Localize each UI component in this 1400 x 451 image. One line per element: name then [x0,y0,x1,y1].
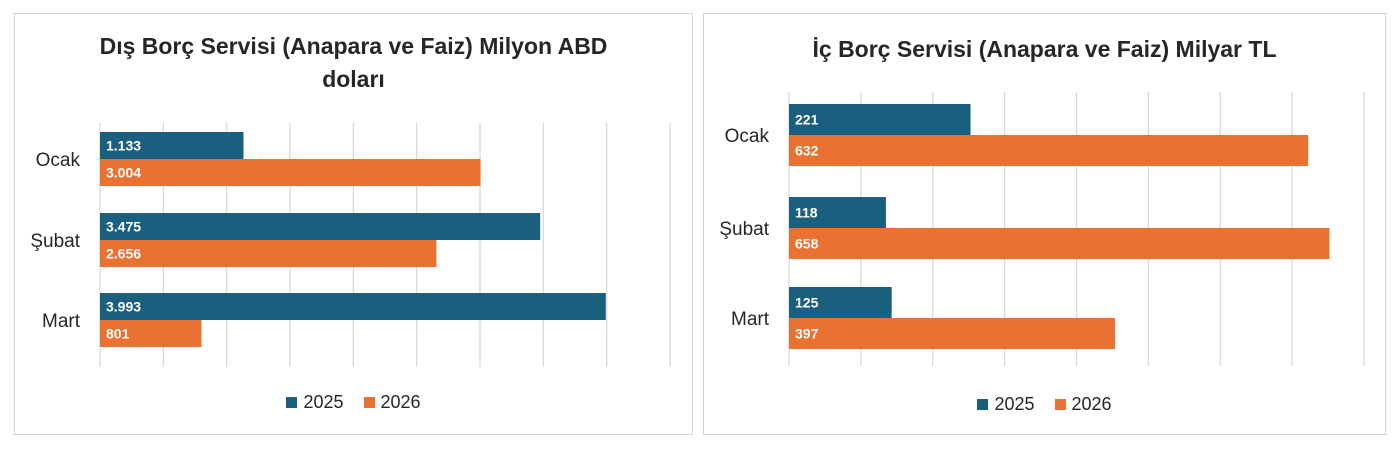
data-label: 3.475 [106,219,141,235]
data-label: 221 [795,112,819,128]
bar-2026-ocak [789,135,1309,166]
bar-2025-şubat [789,197,886,228]
data-label: 632 [795,143,819,159]
data-label: 1.133 [106,138,141,154]
category-label: Şubat [30,231,80,252]
legend-item-2025: 2025 [286,392,344,413]
bar-2025-mart [789,287,892,318]
bar-2025-ocak [789,104,971,135]
data-label: 3.004 [106,165,141,181]
chart-plot-internal-debt: 221 632 Ocak 118 658 Şubat 125 397 Mart [719,92,1365,366]
data-label: 658 [795,236,819,252]
bar-2026-mart [100,320,202,347]
bar-2025-mart [100,293,606,320]
legend-swatch-2026 [1054,399,1066,410]
category-label: Ocak [725,126,770,147]
chart-title: Dış Borç Servisi (Anapara ve Faiz) Milyo… [99,33,608,92]
category-label: Ocak [36,150,81,171]
data-label: 397 [795,326,819,342]
legend-item-2025: 2025 [977,394,1035,415]
legend-label-2026: 2026 [1071,394,1112,414]
legend-swatch-2025 [977,399,989,410]
chart-plot-external-debt: 1.133 3.004 Ocak 3.475 2.656 Şubat 3.993 801 Mar… [30,123,671,367]
chart-legend: 2025 2026 [704,394,1385,415]
data-label: 3.993 [106,299,141,315]
legend-label-2025: 2025 [994,394,1035,414]
chart-title: İç Borç Servisi (Anapara ve Faiz) Milyar… [812,36,1277,62]
legend-swatch-2026 [363,397,375,408]
data-label: 801 [106,326,130,342]
legend-label-2026: 2026 [380,392,421,412]
category-label: Mart [731,309,770,330]
legend-item-2026: 2026 [1054,394,1112,415]
bar-2026-şubat [100,240,437,267]
bar-2026-ocak [100,159,481,186]
bar-2025-ocak [100,132,244,159]
legend-item-2026: 2026 [363,392,421,413]
chart-panel-internal-debt: İç Borç Servisi (Anapara ve Faiz) Milyar… [703,13,1386,435]
data-label: 2.656 [106,246,141,262]
category-label: Mart [42,311,81,332]
chart-legend: 2025 2026 [15,392,692,413]
bar-2026-mart [789,318,1116,349]
legend-label-2025: 2025 [303,392,344,412]
bar-2025-şubat [100,213,541,240]
bar-2026-şubat [789,228,1330,259]
legend-swatch-2025 [286,397,298,408]
data-label: 125 [795,295,819,311]
chart-panel-external-debt: Dış Borç Servisi (Anapara ve Faiz) Milyo… [14,13,693,435]
category-label: Şubat [719,219,769,240]
data-label: 118 [795,205,818,221]
